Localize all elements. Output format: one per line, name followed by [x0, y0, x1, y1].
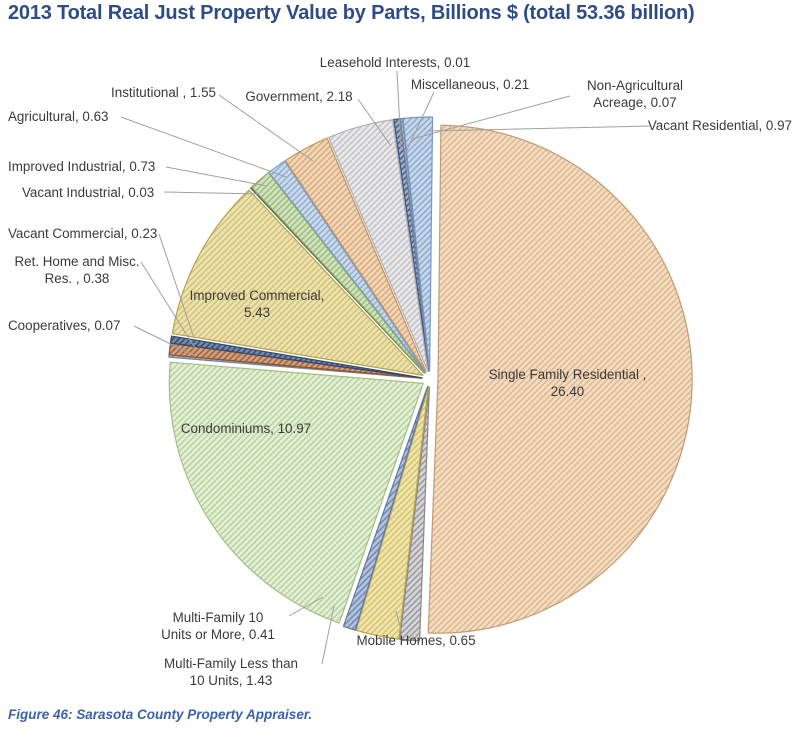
leader-line [288, 596, 324, 617]
pie-slice-agricultural [268, 160, 426, 374]
leader-line [120, 116, 287, 178]
pie-slice-vacant-residential [402, 116, 434, 372]
figure-caption: Figure 46: Sarasota County Property Appr… [8, 707, 313, 722]
pie-slice-government [328, 119, 429, 372]
leader-line [428, 125, 651, 132]
leader-line [406, 91, 435, 151]
chart-title: 2013 Total Real Just Property Value by P… [8, 2, 695, 24]
pie-slice-improved-commercial [171, 189, 424, 376]
leader-line [395, 610, 402, 631]
pie-slice-multi-family-less-than-10-units [355, 386, 429, 640]
pie-slice-vacant-commercial [169, 335, 423, 379]
leader-line [411, 95, 571, 140]
pie-slice-improved-industrial [250, 172, 426, 374]
leader-line [163, 191, 260, 195]
pie-slice-institutional [284, 137, 427, 373]
leader-line [357, 98, 392, 147]
leader-line [165, 166, 268, 187]
leader-line [396, 70, 402, 149]
pie-slice-mobile-homes [399, 386, 430, 642]
pie-slice-multi-family-10-units-or-more [342, 386, 429, 631]
pie-slice-single-family-residential [427, 124, 693, 634]
leader-line [321, 605, 335, 665]
leader-line [140, 261, 196, 349]
leader-line [218, 94, 314, 162]
leader-line [158, 233, 195, 339]
leader-line [133, 325, 196, 357]
